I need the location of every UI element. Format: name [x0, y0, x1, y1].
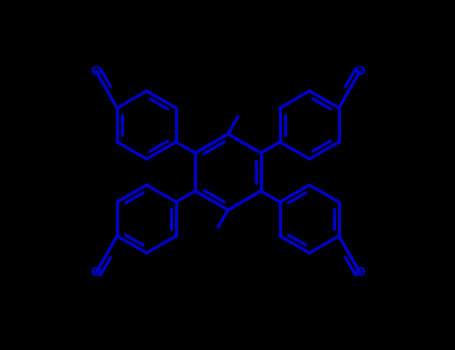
Text: O: O [354, 65, 365, 78]
Text: O: O [91, 65, 101, 78]
Text: O: O [91, 266, 101, 279]
Text: O: O [354, 266, 365, 279]
